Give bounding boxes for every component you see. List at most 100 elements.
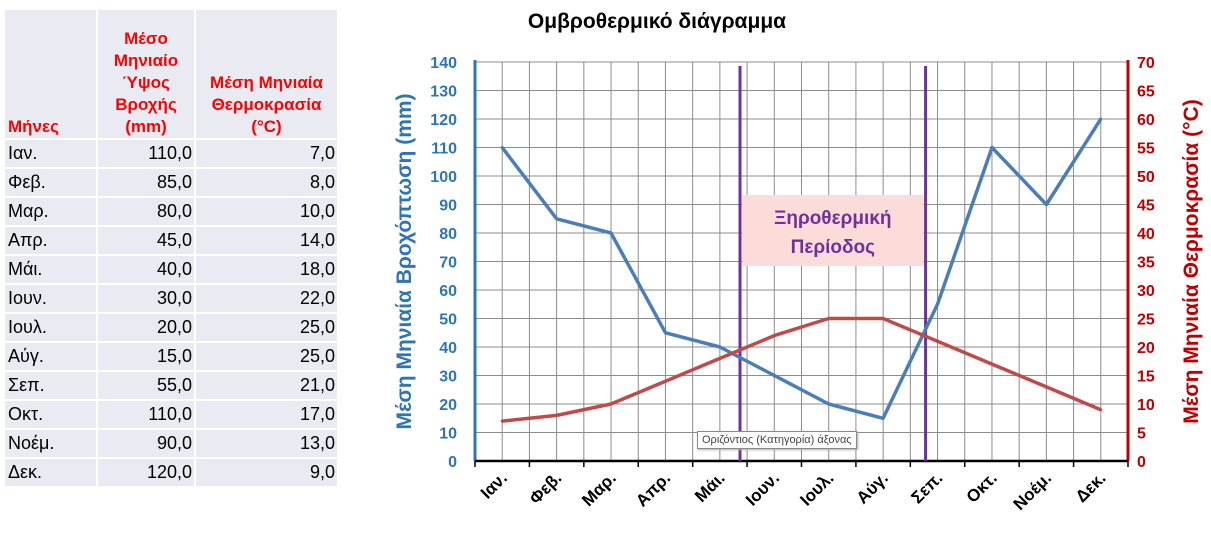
- y-tick-label: 40: [439, 340, 457, 357]
- temp-cell: 13,0: [196, 430, 337, 459]
- dry-period-lines: [738, 66, 928, 461]
- rainfall-point: [609, 231, 613, 235]
- rain-cell: 80,0: [96, 198, 196, 227]
- table-row: Αύγ. 15,0 25,0: [5, 343, 337, 372]
- y2-tick-label: 50: [1137, 169, 1155, 186]
- temp-cell: 9,0: [196, 459, 337, 488]
- y2-tick-label: 15: [1137, 369, 1155, 386]
- y-tick-label: 100: [430, 169, 457, 186]
- y-tick-label: 120: [430, 112, 457, 129]
- rain-cell: 40,0: [96, 256, 196, 285]
- x-tick-label: Οκτ.: [963, 468, 1001, 506]
- table-row: Δεκ. 120,0 9,0: [5, 459, 337, 488]
- y-tick-label: 110: [431, 141, 457, 158]
- table-row: Απρ. 45,0 14,0: [5, 227, 337, 256]
- x-tick-label: Απρ.: [632, 468, 674, 510]
- x-tick-label: Ιαν.: [477, 468, 511, 502]
- month-cell: Αύγ.: [5, 343, 96, 372]
- x-tick-label: Ιουν.: [742, 468, 783, 509]
- rain-cell: 110,0: [96, 401, 196, 430]
- month-cell: Μαρ.: [5, 198, 96, 227]
- y2-tick-label: 10: [1137, 397, 1155, 414]
- y2-tick-label: 20: [1137, 340, 1155, 357]
- axis-tooltip: Οριζόντιος (Κατηγορία) άξονας: [697, 431, 857, 449]
- temperature-point: [555, 413, 559, 417]
- month-cell: Δεκ.: [5, 459, 96, 488]
- rainfall-point: [827, 402, 831, 406]
- temp-cell: 17,0: [196, 401, 337, 430]
- temperature-point: [609, 402, 613, 406]
- y2-tick-label: 5: [1137, 426, 1146, 443]
- dry-period-label-line1: Ξηροθερμική: [774, 208, 891, 229]
- dry-period-label-line2: Περίοδος: [791, 237, 876, 258]
- y2-tick-label: 0: [1137, 454, 1146, 471]
- rainfall-line: [500, 118, 1103, 421]
- y-tick-label: 10: [439, 426, 457, 443]
- y-tick-label: 80: [439, 226, 457, 243]
- header-rain: Μέσο Μηνιαίο Ύψος Βροχής (mm): [96, 10, 196, 140]
- x-tick-label: Δεκ.: [1072, 468, 1110, 506]
- temp-cell: 25,0: [196, 314, 337, 343]
- y2-tick-label: 70: [1137, 55, 1155, 72]
- month-cell: Μάι.: [5, 256, 96, 285]
- y-tick-label: 30: [439, 369, 457, 386]
- y2-tick-label: 30: [1137, 283, 1155, 300]
- header-month: Μήνες: [5, 10, 96, 140]
- rain-cell: 55,0: [96, 372, 196, 401]
- table-row: Μαρ. 80,0 10,0: [5, 198, 337, 227]
- temperature-point: [827, 317, 831, 320]
- chart-axes: [473, 60, 1130, 467]
- y-tick-label: 20: [439, 397, 457, 414]
- rainfall-point: [500, 146, 504, 149]
- y-tick-label: 90: [439, 198, 457, 215]
- temperature-point: [1044, 385, 1048, 389]
- y-tick-label: 60: [439, 283, 457, 300]
- y2-tick-label: 60: [1137, 112, 1155, 129]
- data-table-container: Μήνες Μέσο Μηνιαίο Ύψος Βροχής (mm) Μέση…: [5, 10, 337, 488]
- table-row: Ιουν. 30,0 22,0: [5, 285, 337, 314]
- rainfall-point: [990, 146, 994, 149]
- temp-cell: 14,0: [196, 227, 337, 256]
- y2-axis-label: Μέση Μηνιαία Θερμοκρασία (°C): [1180, 99, 1203, 423]
- table-row: Φεβ. 85,0 8,0: [5, 169, 337, 198]
- temperature-point: [990, 362, 994, 366]
- rainfall-point: [1044, 203, 1048, 206]
- table-body: Ιαν. 110,0 7,0 Φεβ. 85,0 8,0 Μαρ. 80,0 10,0 Απρ. 4…: [5, 140, 337, 488]
- temperature-point: [663, 379, 667, 383]
- rain-cell: 120,0: [96, 459, 196, 488]
- temp-cell: 18,0: [196, 256, 337, 285]
- rain-cell: 90,0: [96, 430, 196, 459]
- dry-period-box: [742, 195, 924, 266]
- temp-cell: 25,0: [196, 343, 337, 372]
- y2-tick-label: 45: [1137, 198, 1155, 215]
- rainfall-point: [718, 345, 722, 349]
- x-tick-label: Φεβ.: [526, 468, 566, 508]
- temp-cell: 21,0: [196, 372, 337, 401]
- chart-ticks: 0 10 20 30 40 50 60 70 80 90 100 110 120 130 140 0 5 10 15…: [430, 55, 1155, 514]
- rainfall-point: [936, 302, 940, 306]
- x-tick-label: Σεπ.: [907, 468, 946, 507]
- month-cell: Ιαν.: [5, 140, 96, 169]
- y-axis-label: Μέση Μηνιαία Βροχόπτωση (mm): [393, 93, 416, 429]
- month-cell: Ιουν.: [5, 285, 96, 314]
- temperature-point: [500, 419, 504, 423]
- rain-cell: 110,0: [96, 140, 196, 169]
- temperature-point: [881, 317, 885, 320]
- temp-cell: 8,0: [196, 169, 337, 198]
- y-tick-label: 50: [439, 312, 457, 329]
- y-tick-label: 140: [430, 55, 457, 72]
- x-tick-label: Μαρ.: [578, 468, 620, 510]
- temp-cell: 7,0: [196, 140, 337, 169]
- rainfall-point: [1099, 117, 1103, 121]
- chart-title: Ομβροθερμικό διάγραμμα: [528, 10, 786, 33]
- x-tick-label: Νοέμ.: [1010, 468, 1056, 514]
- temperature-line: [502, 316, 1102, 423]
- table-row: Ιαν. 110,0 7,0: [5, 140, 337, 169]
- rain-cell: 30,0: [96, 285, 196, 314]
- chart-grid: [474, 61, 1129, 462]
- rain-cell: 85,0: [96, 169, 196, 198]
- data-table: Μήνες Μέσο Μηνιαίο Ύψος Βροχής (mm) Μέση…: [5, 10, 337, 488]
- table-row: Ιουλ. 20,0 25,0: [5, 314, 337, 343]
- table-row: Οκτ. 110,0 17,0: [5, 401, 337, 430]
- month-cell: Σεπ.: [5, 372, 96, 401]
